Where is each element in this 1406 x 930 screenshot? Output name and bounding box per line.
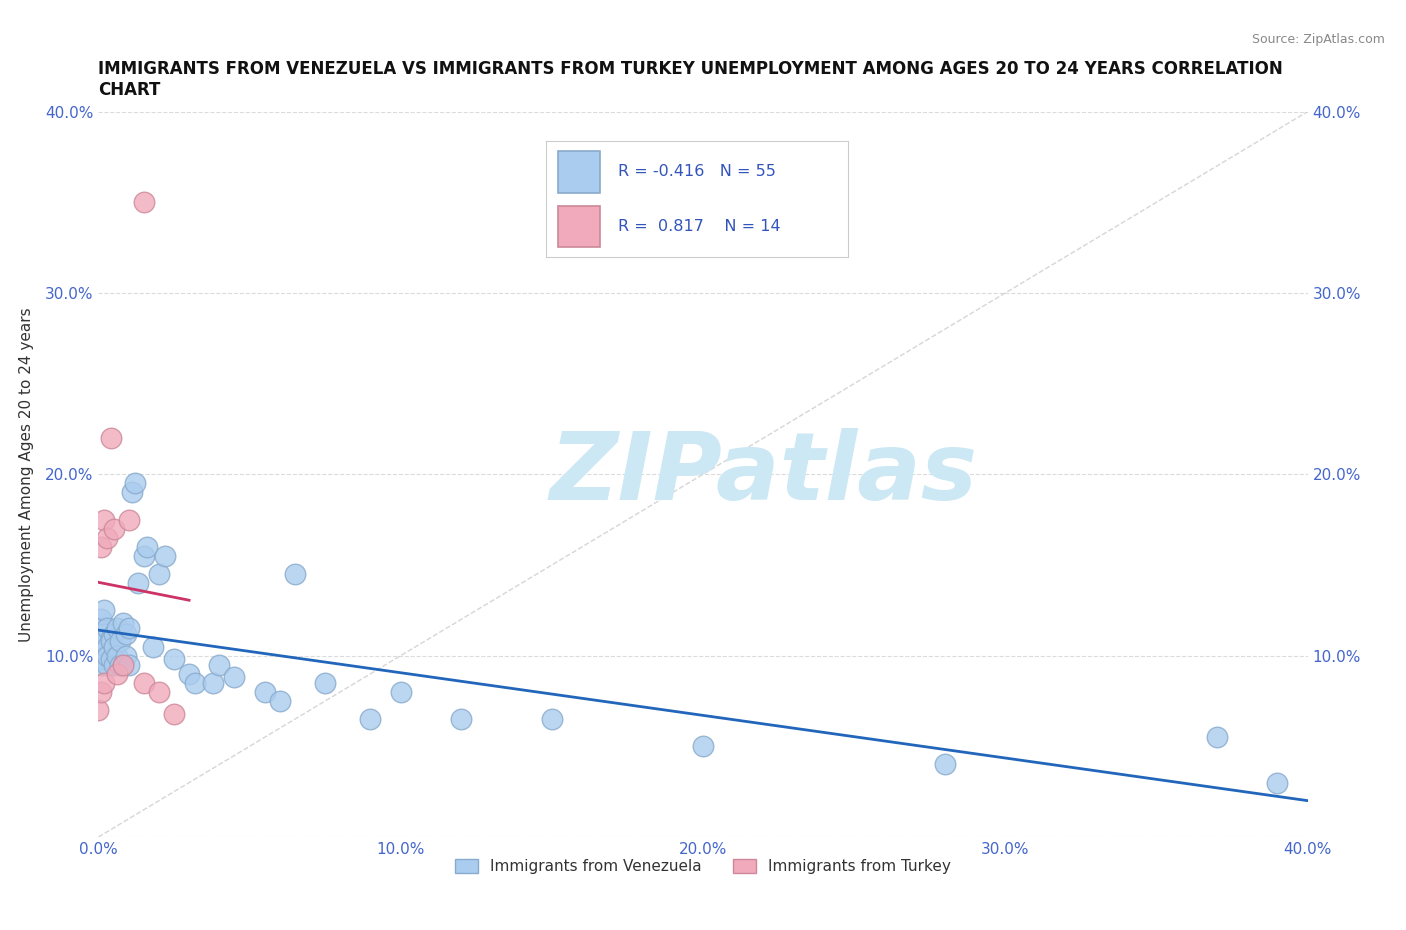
- Point: [114, 627, 136, 642]
- Point: [90, 658, 112, 672]
- Point: [202, 675, 225, 690]
- Point: [127, 576, 149, 591]
- Point: [269, 694, 291, 709]
- Text: ZIPatlas: ZIPatlas: [550, 429, 977, 520]
- Point: [540, 711, 562, 726]
- Point: [118, 621, 141, 636]
- Point: [142, 639, 165, 654]
- Point: [103, 627, 125, 642]
- Point: [121, 485, 143, 500]
- Point: [93, 652, 115, 667]
- Point: [124, 476, 146, 491]
- Point: [118, 658, 141, 672]
- Point: [450, 711, 472, 726]
- Point: [105, 667, 128, 682]
- Point: [108, 658, 131, 672]
- Point: [934, 757, 956, 772]
- Point: [132, 675, 155, 690]
- Point: [132, 549, 155, 564]
- Point: [93, 603, 115, 618]
- Text: IMMIGRANTS FROM VENEZUELA VS IMMIGRANTS FROM TURKEY UNEMPLOYMENT AMONG AGES 20 T: IMMIGRANTS FROM VENEZUELA VS IMMIGRANTS …: [98, 60, 1284, 99]
- Point: [93, 512, 115, 527]
- Legend: Immigrants from Venezuela, Immigrants from Turkey: Immigrants from Venezuela, Immigrants fr…: [450, 853, 956, 880]
- Point: [105, 648, 128, 663]
- Point: [100, 431, 122, 445]
- Point: [105, 621, 128, 636]
- Point: [111, 658, 134, 672]
- Point: [153, 549, 176, 564]
- Point: [103, 639, 125, 654]
- Point: [224, 670, 246, 684]
- Point: [360, 711, 382, 726]
- Point: [118, 512, 141, 527]
- Point: [163, 706, 186, 721]
- Point: [108, 633, 131, 648]
- Point: [1267, 776, 1289, 790]
- Point: [100, 633, 122, 648]
- Point: [148, 566, 170, 581]
- Point: [90, 621, 112, 636]
- Point: [90, 684, 112, 699]
- Y-axis label: Unemployment Among Ages 20 to 24 years: Unemployment Among Ages 20 to 24 years: [18, 307, 34, 642]
- Point: [93, 675, 115, 690]
- Point: [111, 616, 134, 631]
- Point: [90, 639, 112, 654]
- Point: [96, 621, 118, 636]
- Point: [90, 539, 112, 554]
- Point: [103, 521, 125, 536]
- Point: [96, 648, 118, 663]
- Point: [96, 530, 118, 545]
- Point: [100, 631, 122, 645]
- Point: [103, 658, 125, 672]
- Point: [389, 684, 412, 699]
- Point: [692, 738, 714, 753]
- Point: [90, 612, 112, 627]
- Point: [284, 566, 307, 581]
- Point: [314, 675, 336, 690]
- Point: [100, 652, 122, 667]
- Point: [184, 675, 207, 690]
- Point: [148, 684, 170, 699]
- Point: [96, 639, 118, 654]
- Point: [111, 658, 134, 672]
- Point: [132, 195, 155, 210]
- Point: [163, 652, 186, 667]
- Point: [179, 667, 201, 682]
- Point: [96, 658, 118, 672]
- Point: [1206, 730, 1229, 745]
- Point: [87, 703, 110, 718]
- Point: [253, 684, 276, 699]
- Point: [93, 627, 115, 642]
- Point: [114, 648, 136, 663]
- Point: [208, 658, 231, 672]
- Point: [93, 633, 115, 648]
- Point: [135, 539, 157, 554]
- Text: Source: ZipAtlas.com: Source: ZipAtlas.com: [1251, 33, 1385, 46]
- Point: [87, 631, 110, 645]
